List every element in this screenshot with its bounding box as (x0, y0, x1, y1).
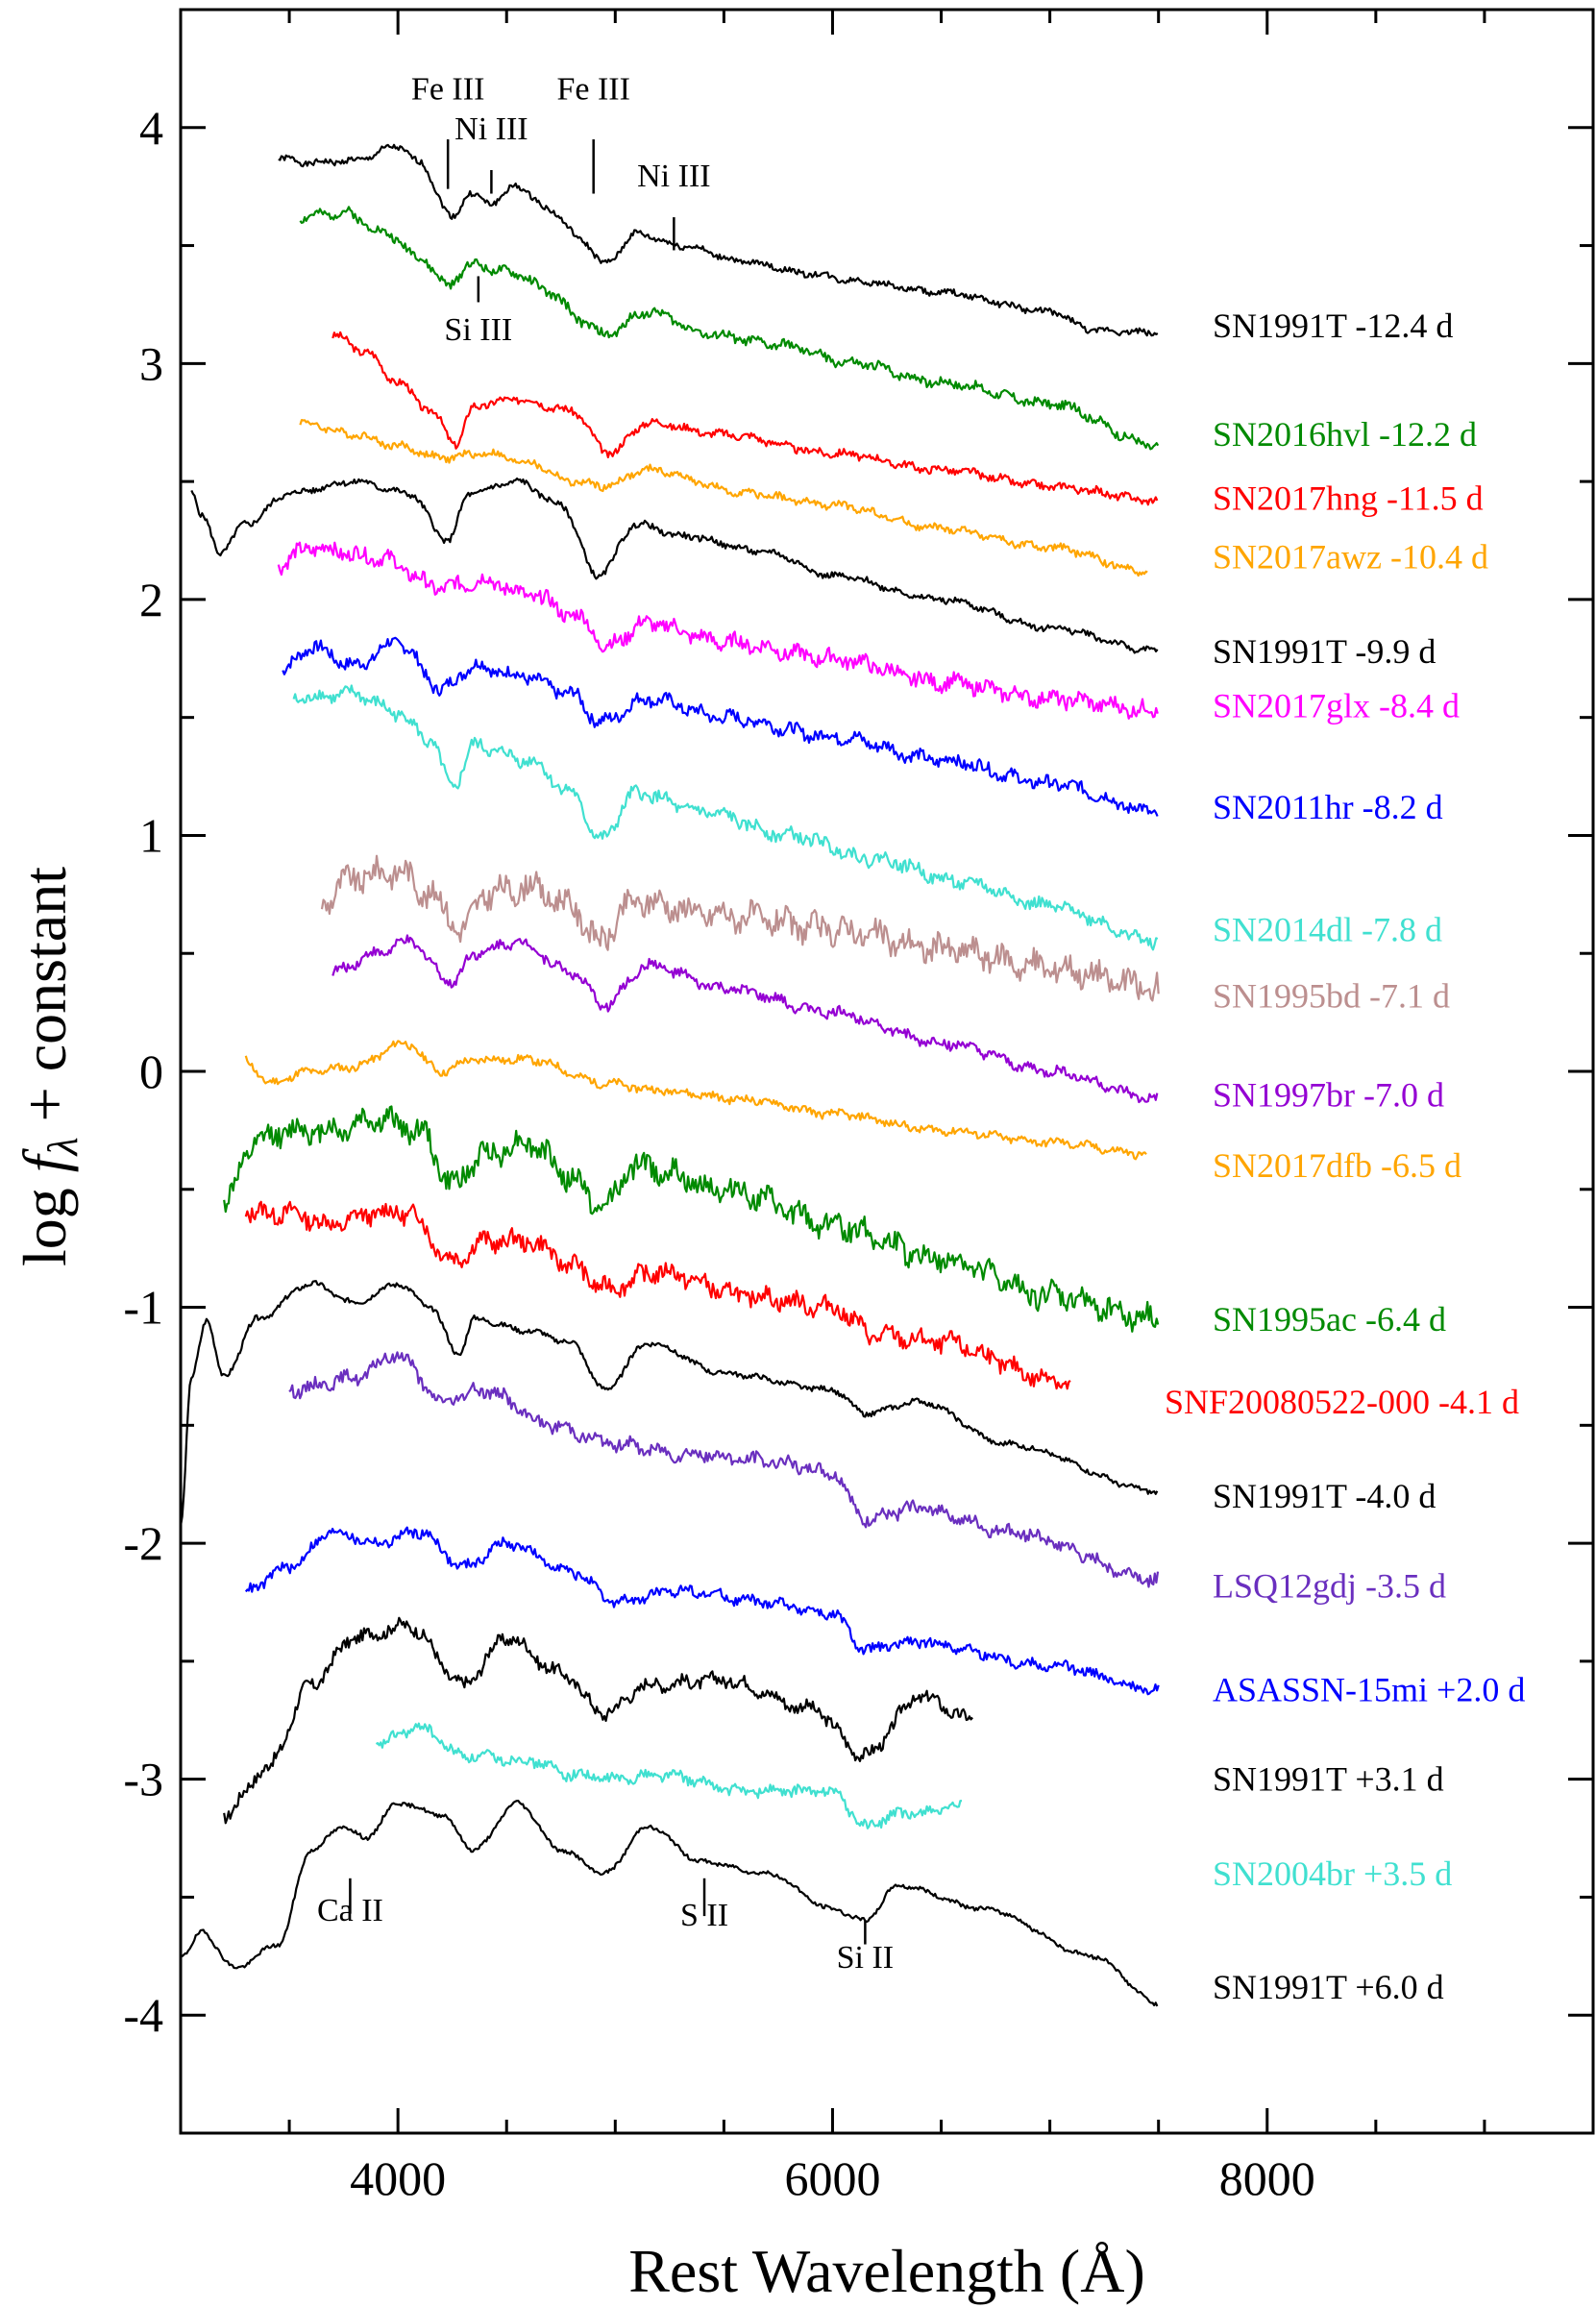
series-label: SN1991T +6.0 d (1213, 1968, 1444, 2006)
series-label: SN2017dfb -6.5 d (1213, 1146, 1461, 1185)
line-id-label: Si II (837, 1940, 895, 1976)
series-label: SN2011hr -8.2 d (1213, 788, 1443, 826)
annotation-layer: Fe III Ni III Fe III Ni III Si III Ca II S II S… (317, 71, 894, 1976)
y-tick-label: -3 (123, 1753, 163, 1806)
series-label: SN1991T +3.1 d (1213, 1760, 1444, 1799)
x-tick-label: 4000 (350, 2151, 446, 2205)
spectrum-line (179, 1280, 1159, 1527)
series-label: SN2017hng -11.5 d (1213, 479, 1484, 517)
y-tick-label: 0 (139, 1044, 163, 1098)
tick-labels: 4000 6000 8000 4 3 2 1 0 -1 -2 -3 -4 (123, 101, 1314, 2205)
spectrum-line (180, 1800, 1159, 2007)
series-label: LSQ12gdj -3.5 d (1213, 1566, 1446, 1605)
series-label: SN1991T -9.9 d (1213, 632, 1436, 671)
x-tick-label: 8000 (1219, 2151, 1315, 2205)
spectrum-line (277, 541, 1159, 720)
spectrum-line (299, 206, 1160, 451)
series-label: SN2017glx -8.4 d (1213, 686, 1460, 724)
line-id-label: Fe III (411, 71, 484, 107)
spectrum-line (331, 934, 1159, 1104)
series-label: SN1991T -12.4 d (1213, 307, 1453, 345)
series-label: SN1995ac -6.4 d (1213, 1300, 1446, 1338)
axis-ticks (179, 8, 1595, 2135)
spectrum-line (244, 1526, 1160, 1696)
spectrum-line (282, 636, 1159, 817)
spectrum-line (244, 1200, 1071, 1390)
spectrum-line (331, 331, 1159, 506)
y-axis-title-suffix: + constant (11, 867, 79, 1138)
y-tick-label: 3 (139, 336, 163, 390)
spectrum-line (278, 143, 1159, 337)
series-label: SN2016hvl -12.2 d (1213, 415, 1477, 454)
x-axis-title: Rest Wavelength (Å) (628, 2237, 1145, 2305)
series-label: SN2004br +3.5 d (1213, 1854, 1452, 1893)
y-axis-title-prefix: log (11, 1172, 79, 1266)
x-tick-label: 6000 (784, 2151, 880, 2205)
spectrum-line (223, 1616, 973, 1825)
y-tick-label: 1 (139, 808, 163, 862)
series-layer: SN1991T -12.4 d SN2016hvl -12.2 d SN2017hn… (179, 143, 1525, 2007)
line-id-label: Ca II (317, 1893, 383, 1928)
spectrum-line (288, 1351, 1160, 1588)
spectrum-line (299, 419, 1148, 577)
line-id-label: S II (680, 1898, 728, 1933)
y-tick-label: 2 (139, 573, 163, 626)
series-label: SN2014dl -7.8 d (1213, 911, 1442, 949)
line-id-label: Si III (444, 312, 512, 348)
series-label: SNF20080522-000 -4.1 d (1165, 1383, 1519, 1421)
spectrum-line (223, 1105, 1160, 1333)
line-id-label: Ni III (637, 159, 710, 194)
y-axis-title: log fλ + constant (11, 867, 86, 1266)
spectrum-line (375, 1722, 963, 1829)
y-tick-label: -1 (123, 1281, 163, 1335)
spectrum-line (244, 1040, 1147, 1161)
series-label: ASASSN-15mi +2.0 d (1213, 1670, 1525, 1708)
line-id-label: Ni III (454, 111, 528, 147)
spectrum-line (320, 854, 1160, 1002)
y-tick-label: -2 (123, 1516, 163, 1570)
y-axis-title-sub: λ (39, 1137, 86, 1157)
spectrum-line (190, 477, 1159, 654)
series-label: SN1991T -4.0 d (1213, 1477, 1436, 1515)
series-label: SN1995bd -7.1 d (1213, 976, 1450, 1015)
y-tick-label: -4 (123, 1988, 163, 2042)
y-tick-label: 4 (139, 101, 163, 155)
series-label: SN1997br -7.0 d (1213, 1076, 1444, 1115)
series-label: SN2017awz -10.4 d (1213, 538, 1488, 577)
spectrum-line (292, 684, 1159, 951)
line-id-label: Fe III (556, 71, 629, 107)
